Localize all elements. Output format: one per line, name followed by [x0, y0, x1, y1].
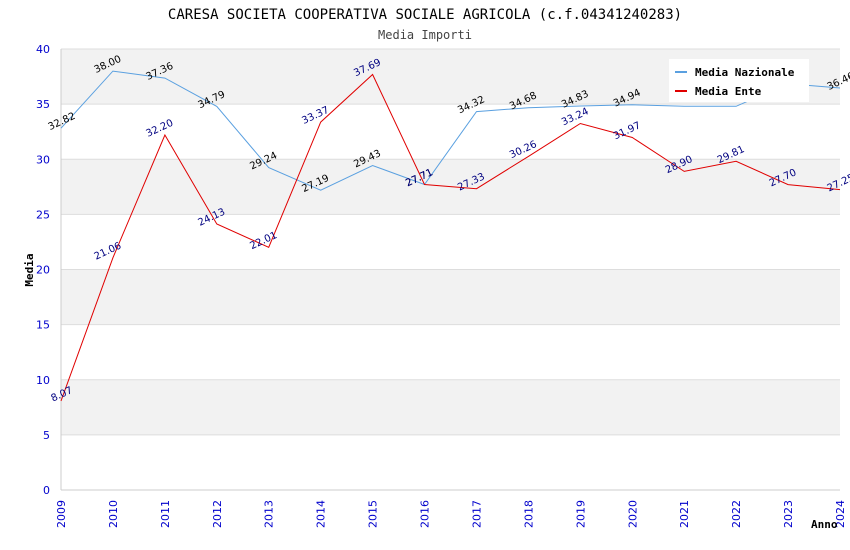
series-line-media-ente [60, 73, 841, 402]
x-tick-label: 2023 [782, 500, 795, 528]
grid-band [61, 379, 840, 435]
grid-band [61, 434, 840, 490]
x-tick-label: 2009 [55, 500, 68, 528]
x-tick-label: 2015 [367, 500, 380, 528]
x-tick-label: 2016 [419, 500, 432, 528]
x-tick-label: 2011 [159, 500, 172, 528]
grid-band [61, 214, 840, 270]
x-tick-label: 2022 [730, 500, 743, 528]
y-tick-label: 35 [36, 98, 50, 111]
grid-band [61, 324, 840, 380]
legend-label-media-nazionale: Media Nazionale [695, 66, 795, 79]
y-tick-label: 0 [43, 484, 50, 497]
x-tick-label: 2020 [626, 500, 639, 528]
x-tick-label: 2013 [263, 500, 276, 528]
background-bands [61, 48, 840, 491]
grid-band [61, 269, 840, 325]
legend-label-media-ente: Media Ente [695, 85, 762, 98]
y-tick-label: 20 [36, 264, 50, 277]
y-tick-label: 10 [36, 374, 50, 387]
x-axis-label: Anno [811, 518, 838, 531]
y-tick-label: 15 [36, 319, 50, 332]
y-tick-label: 40 [36, 43, 50, 56]
x-tick-label: 2014 [315, 500, 328, 528]
x-tick-label: 2018 [522, 500, 535, 528]
series-line-media-nazionale [60, 70, 841, 191]
axes: 0 5 10 15 20 25 30 35 40 2009 2010 2011 2012 2013 2014… [36, 43, 847, 528]
y-tick-label: 5 [43, 429, 50, 442]
x-tick-label: 2017 [470, 500, 483, 528]
grid-band [61, 104, 840, 160]
y-tick-label: 25 [36, 208, 50, 221]
x-tick-label: 2024 [834, 500, 847, 528]
x-tick-label: 2019 [574, 500, 587, 528]
y-tick-label: 30 [36, 153, 50, 166]
x-tick-label: 2012 [211, 500, 224, 528]
legend-box [669, 59, 809, 102]
x-tick-label: 2010 [107, 500, 120, 528]
x-tick-label: 2021 [678, 500, 691, 528]
legend: Media Nazionale Media Ente [669, 59, 809, 102]
chart-subtitle: Media Importi [378, 28, 472, 42]
chart-title: CARESA SOCIETA COOPERATIVA SOCIALE AGRIC… [168, 7, 682, 23]
series-lines [60, 70, 841, 402]
y-axis-label: Media [23, 253, 36, 286]
